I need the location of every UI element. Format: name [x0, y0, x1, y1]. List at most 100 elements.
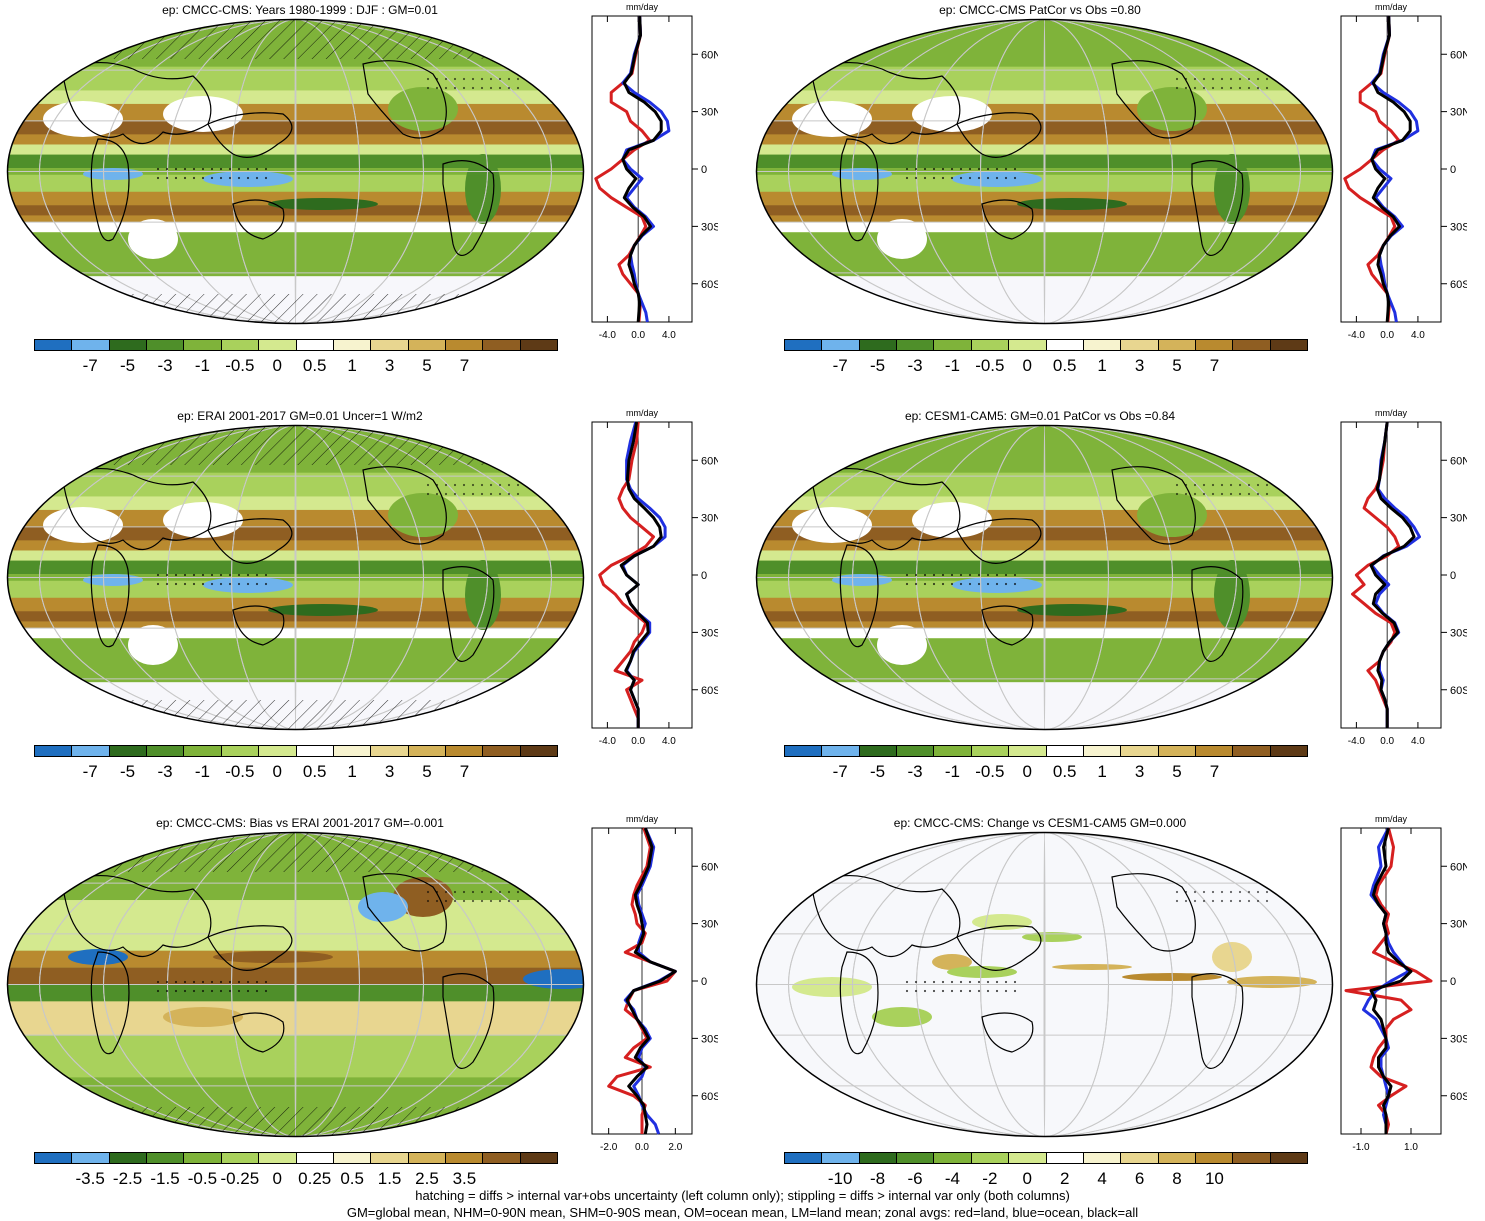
longitude-gridline	[294, 832, 297, 1137]
map-border	[6, 424, 585, 731]
longitude-gridline	[294, 19, 297, 324]
colorbar-tick-label: 7	[459, 762, 470, 781]
precip-anomaly	[358, 892, 408, 922]
coastline	[232, 199, 285, 240]
colorbar-labels: -7 -5 -3 -1 -0.5 0 0.5 1 3 5 7	[34, 356, 558, 378]
colorbar-tick-label: 5	[422, 356, 432, 375]
panel-title: ep: CMCC-CMS: Change vs CESM1-CAM5 GM=0.…	[893, 816, 1187, 830]
colorbar-tick-label: 0.25	[298, 1169, 332, 1188]
colorbar-swatch	[221, 1153, 260, 1163]
longitude-gridline	[1043, 19, 1046, 324]
colorbar-tick-label: -5	[870, 356, 886, 375]
colorbar-swatch	[147, 340, 185, 350]
zonal-series-all	[621, 15, 663, 323]
map-border	[6, 831, 585, 1138]
colorbar-tick-label: 0	[272, 762, 283, 781]
y-tick-label: 60S	[701, 1091, 718, 1103]
colorbar-swatch	[72, 340, 110, 350]
colorbar-tick-label: 0	[1022, 762, 1033, 781]
longitude-gridline	[788, 19, 1301, 324]
zonal-unit-label: mm/day	[1375, 2, 1408, 12]
colorbar-swatch	[483, 340, 521, 350]
colorbar-tick-label: -3	[907, 762, 923, 781]
colorbar-labels: -7 -5 -3 -1 -0.5 0 0.5 1 3 5 7	[34, 762, 558, 784]
longitude-gridline	[103, 19, 488, 324]
precip-anomaly	[213, 951, 333, 963]
zonal-series-all	[1369, 827, 1413, 1134]
colorbar-swatch	[897, 340, 935, 350]
colorbar-swatch	[897, 746, 935, 756]
colorbar-swatch	[408, 746, 446, 756]
colorbar-swatch	[934, 746, 972, 756]
x-tick-label: 0.0	[631, 330, 645, 341]
stippling-region	[423, 74, 523, 94]
colorbar-tick-label: -2.5	[112, 1169, 143, 1188]
zonal-plot-frame	[591, 421, 693, 729]
x-tick-label: 4.0	[1411, 736, 1425, 747]
precip-anomaly	[465, 560, 501, 630]
colorbar	[34, 745, 558, 757]
stippling-region	[902, 570, 1022, 590]
colorbar-swatch	[897, 1153, 935, 1163]
colorbar-tick-label: 5	[1172, 762, 1182, 781]
colorbar-swatch	[1195, 1153, 1234, 1163]
colorbar-labels: -10 -8 -6 -4 -2 0 2 4 6 8 10	[784, 1169, 1308, 1191]
zonal-series-ocean	[621, 15, 671, 323]
precip-anomaly	[1017, 198, 1127, 210]
map-panel	[6, 424, 585, 731]
precip-anomaly	[972, 914, 1032, 930]
y-tick-label: 30N	[1450, 513, 1467, 525]
colorbar-tick-label: 3	[1134, 762, 1145, 781]
colorbar-tick-label: -5	[120, 356, 136, 375]
precip-anomaly	[1137, 493, 1207, 537]
precip-anomaly	[268, 198, 378, 210]
coastline	[362, 466, 447, 545]
longitude-gridline	[788, 425, 1301, 730]
colorbar-swatch	[333, 340, 372, 350]
colorbar-swatch	[483, 1153, 521, 1163]
colorbar-tick-label: -5	[120, 762, 136, 781]
colorbar-swatch	[859, 340, 898, 350]
longitude-gridline	[1043, 832, 1046, 1137]
hatching-region	[7, 19, 584, 59]
y-tick-label: 0	[1450, 976, 1456, 988]
colorbar-tick-label: 2.5	[415, 1169, 439, 1188]
y-tick-label: 60N	[1450, 861, 1467, 873]
colorbar-swatch	[221, 746, 260, 756]
coastline	[956, 112, 1042, 158]
colorbar-swatch	[371, 746, 409, 756]
panel-title: ep: CMCC-CMS PatCor vs Obs =0.80	[939, 3, 1141, 17]
coastline	[811, 61, 961, 145]
zonal-series-all	[625, 827, 677, 1135]
y-tick-label: 0	[1450, 164, 1456, 176]
map-panel	[6, 18, 585, 325]
stippling-region	[423, 480, 523, 500]
colorbar-tick-label: -0.25	[220, 1169, 260, 1188]
stippling-region	[153, 977, 273, 997]
x-tick-label: -4.0	[1348, 736, 1366, 747]
x-tick-label: -4.0	[599, 330, 617, 341]
precip-anomaly	[1022, 932, 1082, 942]
y-tick-label: 60N	[1450, 455, 1467, 467]
precip-anomaly	[465, 154, 501, 224]
zonal-unit-label: mm/day	[1375, 408, 1408, 418]
coastline	[62, 874, 212, 958]
y-tick-label: 60N	[1450, 49, 1467, 61]
coastline	[442, 160, 495, 256]
y-tick-label: 0	[701, 976, 707, 988]
precip-anomaly	[792, 977, 872, 997]
coastline	[1111, 60, 1196, 139]
zonal-series-land	[1351, 421, 1401, 728]
colorbar-tick-label: -1	[194, 356, 210, 375]
colorbar-swatch	[371, 340, 409, 350]
colorbar-swatch	[785, 340, 823, 350]
colorbar-swatch	[333, 746, 372, 756]
y-tick-label: 60N	[701, 49, 718, 61]
colorbar-tick-label: 0	[272, 356, 283, 375]
colorbar-tick-label: 0.5	[302, 762, 327, 781]
precip-anomaly	[163, 1007, 243, 1027]
stippling-region	[1172, 74, 1272, 94]
panel-title: ep: CMCC-CMS: Years 1980-1999 : DJF : GM…	[162, 3, 438, 17]
colorbar-tick-label: 0.5	[1052, 762, 1077, 781]
colorbar-swatch	[1009, 340, 1047, 350]
